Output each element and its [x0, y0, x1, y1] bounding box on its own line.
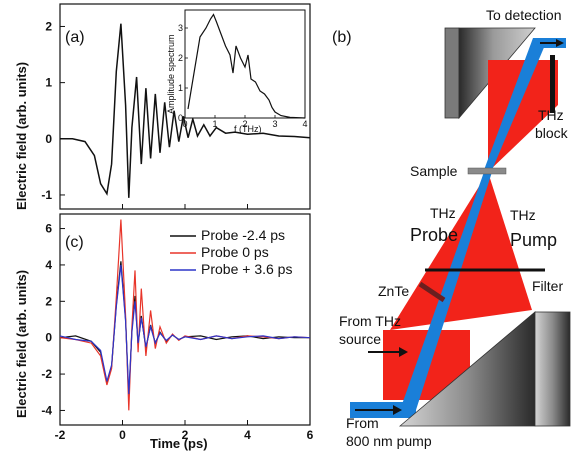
inset-x-tick-label: 4	[302, 119, 307, 129]
inset-x-tick-label: 0	[182, 119, 187, 129]
inset-x-tick-label: 3	[272, 119, 277, 129]
panel-c-x-tick-label: 0	[119, 428, 126, 442]
panel-c-y-tick-label: 6	[45, 222, 52, 236]
label-thz-probe-2: Probe	[410, 225, 458, 245]
inset-frame	[184, 9, 306, 119]
inset-x-tick-label: 1	[212, 119, 217, 129]
panel-c-x-label: Time (ps)	[150, 436, 208, 451]
inset-x-tick-label: 2	[242, 119, 247, 129]
panel-c-x-tick-label: 4	[244, 428, 251, 442]
panel-a-label: (a)	[65, 29, 85, 46]
bottom-mirror-mount	[534, 311, 571, 427]
panel-c-label: (c)	[65, 234, 84, 251]
panel-c-y-tick-label: -2	[41, 367, 52, 381]
label-thz-block-2: block	[535, 125, 569, 141]
probe-beam-upper	[484, 38, 548, 170]
panel-b-diagram: (b) To detection	[332, 7, 571, 449]
panel-c-series-2	[59, 219, 311, 411]
panel-a-y-tick-label: -1	[41, 188, 52, 202]
inset-y-tick-label: 1	[178, 83, 183, 93]
label-to-detection: To detection	[486, 7, 562, 23]
panel-b-label: (b)	[332, 29, 352, 46]
label-thz-pump-2: Pump	[510, 230, 557, 250]
legend-label-3: Probe + 3.6 ps	[201, 261, 292, 277]
panel-a-y-ticks: -1 0 1 2	[41, 19, 311, 209]
label-filter: Filter	[532, 278, 563, 294]
thz-source-arrow-head	[399, 347, 408, 357]
panel-a-y-tick-label: 1	[45, 76, 52, 90]
panel-c-frame	[59, 213, 311, 426]
panel-c-x-tick-label: 6	[307, 428, 314, 442]
panel-c-series-1	[59, 261, 310, 398]
znte-crystal	[418, 281, 446, 303]
inset-y-tick-label: 2	[178, 53, 183, 63]
panel-a: -1 0 1 2 (a) 0 1 2 3 4 0 1 2 3 f (THz) Amplitude sp…	[41, 3, 311, 210]
thz-block	[550, 55, 555, 113]
legend-label-1: Probe -2.4 ps	[201, 227, 285, 243]
panel-c-series	[59, 219, 311, 411]
inset-spectrum-line	[187, 13, 306, 119]
inset-x-label: f (THz)	[234, 124, 262, 134]
panel-a-y-label: Electric field (arb. units)	[14, 62, 29, 210]
panel-c-legend: Probe -2.4 ps Probe 0 ps Probe + 3.6 ps	[170, 227, 292, 277]
label-from-thz-2: source	[339, 331, 381, 347]
thz-beam-upper	[488, 60, 558, 172]
panel-c-y-tick-label: -4	[41, 403, 52, 417]
inset-ticks: 0 1 2 3 4 0 1 2 3	[178, 23, 308, 129]
inset-y-tick-label: 0	[178, 113, 183, 123]
panel-c-x-tick-label: 2	[182, 428, 189, 442]
top-mirror-mount	[444, 27, 460, 119]
panel-c-x-tick-label: -2	[55, 428, 66, 442]
panel-c-y-tick-label: 4	[45, 258, 52, 272]
pump-arrow-head	[393, 405, 402, 415]
sample-plate	[467, 167, 507, 175]
label-thz-block-1: THz	[538, 107, 564, 123]
panel-c-y-label: Electric field (arb. units)	[14, 270, 29, 418]
inset-y-label: Amplitude spectrum	[166, 34, 176, 114]
label-thz-probe-1: THz	[430, 205, 456, 221]
label-sample: Sample	[410, 163, 458, 179]
probe-beam-lower	[400, 172, 492, 410]
label-from-thz-1: From THz	[339, 313, 401, 329]
label-znte: ZnTe	[378, 283, 409, 299]
inset-y-tick-label: 3	[178, 23, 183, 33]
legend-label-2: Probe 0 ps	[201, 244, 269, 260]
label-from-pump-1: From	[346, 415, 379, 431]
panel-a-y-tick-label: 0	[45, 132, 52, 146]
panel-a-y-tick-label: 2	[45, 19, 52, 33]
panel-c-series-3	[59, 264, 311, 395]
panel-c-y-tick-label: 2	[45, 294, 52, 308]
panel-a-waveform	[60, 23, 311, 198]
panel-a-inset: 0 1 2 3 4 0 1 2 3 f (THz) Amplitude spectrum	[166, 9, 308, 134]
label-from-pump-2: 800 nm pump	[346, 433, 432, 449]
panel-c-y-tick-label: 0	[45, 331, 52, 345]
label-thz-pump-1: THz	[510, 207, 536, 223]
detection-arrow-head	[556, 39, 564, 47]
